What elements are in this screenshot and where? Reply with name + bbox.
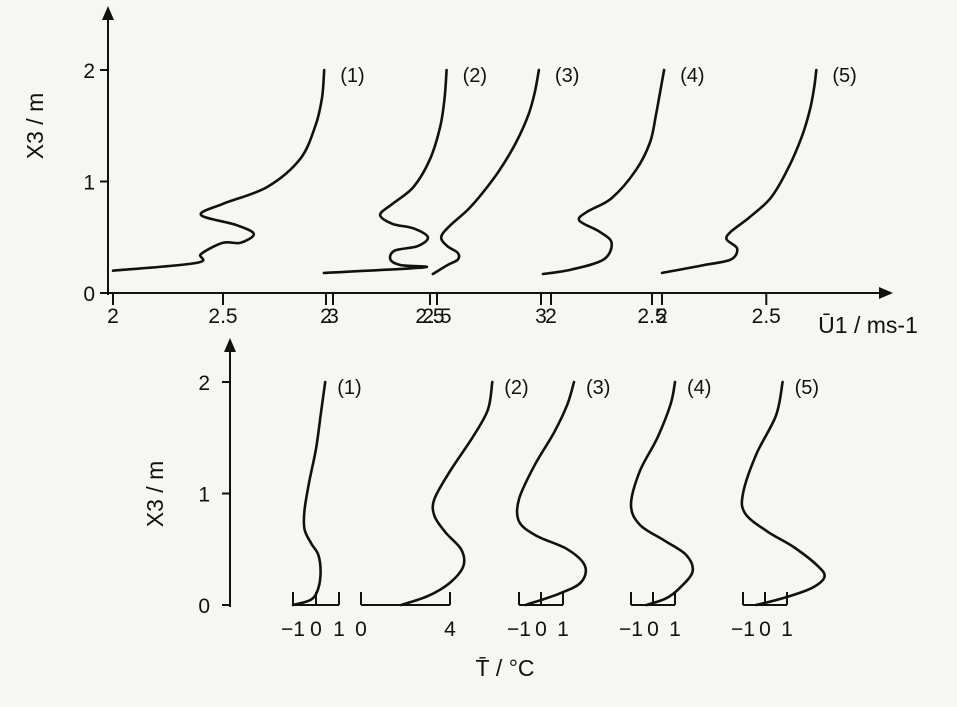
x-tick-label: 2.5 [637,305,666,328]
x-tick-label: 2.5 [415,305,444,328]
x-tick-label: 2 [656,305,668,328]
series-line-4 [629,380,695,607]
x-axis-label: Ū1 / ms-1 [818,312,918,338]
series-label-4: (4) [680,65,704,87]
series-label-5: (5) [795,377,819,399]
x-tick-label: 0 [759,618,771,641]
x-tick-label: 2 [107,305,119,328]
x-tick-label: 2 [320,305,332,328]
series-line-3 [515,380,588,607]
series-label-2: (2) [504,377,528,399]
series-line-2 [399,380,494,607]
x-tick-label: 2.5 [422,305,451,328]
x-axis-arrow [879,287,893,299]
x-tick-label: 0 [355,618,367,641]
x-tick-label: 1 [333,618,345,641]
series-line-1 [111,68,326,272]
x-tick-label: −1 [507,618,531,641]
y-tick-label: 2 [198,372,210,395]
x-tick-label: 3 [535,305,547,328]
x-tick-label: 3 [327,305,339,328]
x-tick-label: 0 [535,618,547,641]
x-tick-label: 2.5 [752,305,781,328]
y-axis-label: X3 / m [22,93,48,159]
x-tick-label: 1 [557,618,569,641]
series-label-2: (2) [463,65,487,87]
series-label-1: (1) [340,65,364,87]
series-label-4: (4) [687,377,711,399]
x-tick-label: −1 [731,618,755,641]
x-tick-label: 0 [647,618,659,641]
x-tick-label: 2.5 [208,305,237,328]
series-line-3 [431,68,541,276]
series-label-1: (1) [337,377,361,399]
x-tick-label: 0 [310,618,322,641]
y-tick-label: 0 [198,595,210,618]
x-tick-label: −1 [281,618,305,641]
x-tick-label: 1 [669,618,681,641]
series-line-4 [541,68,666,276]
y-axis-arrow [224,338,236,352]
y-axis-arrow [102,6,114,20]
y-tick-label: 1 [83,172,95,195]
y-axis-label: X3 / m [142,461,168,527]
series-line-5 [740,380,826,607]
y-tick-label: 0 [83,283,95,306]
x-tick-label: 1 [781,618,793,641]
x-axis-label: T̄ / °C [475,655,534,681]
series-line-5 [660,68,818,275]
x-tick-label: 4 [444,618,456,641]
series-label-3: (3) [586,377,610,399]
series-line-2 [322,68,448,275]
series-line-1 [291,380,327,607]
x-tick-label: −1 [619,618,643,641]
x-tick-label: 2 [545,305,557,328]
series-label-5: (5) [832,65,856,87]
series-label-3: (3) [555,65,579,87]
y-tick-label: 1 [198,484,210,507]
y-tick-label: 2 [83,60,95,83]
